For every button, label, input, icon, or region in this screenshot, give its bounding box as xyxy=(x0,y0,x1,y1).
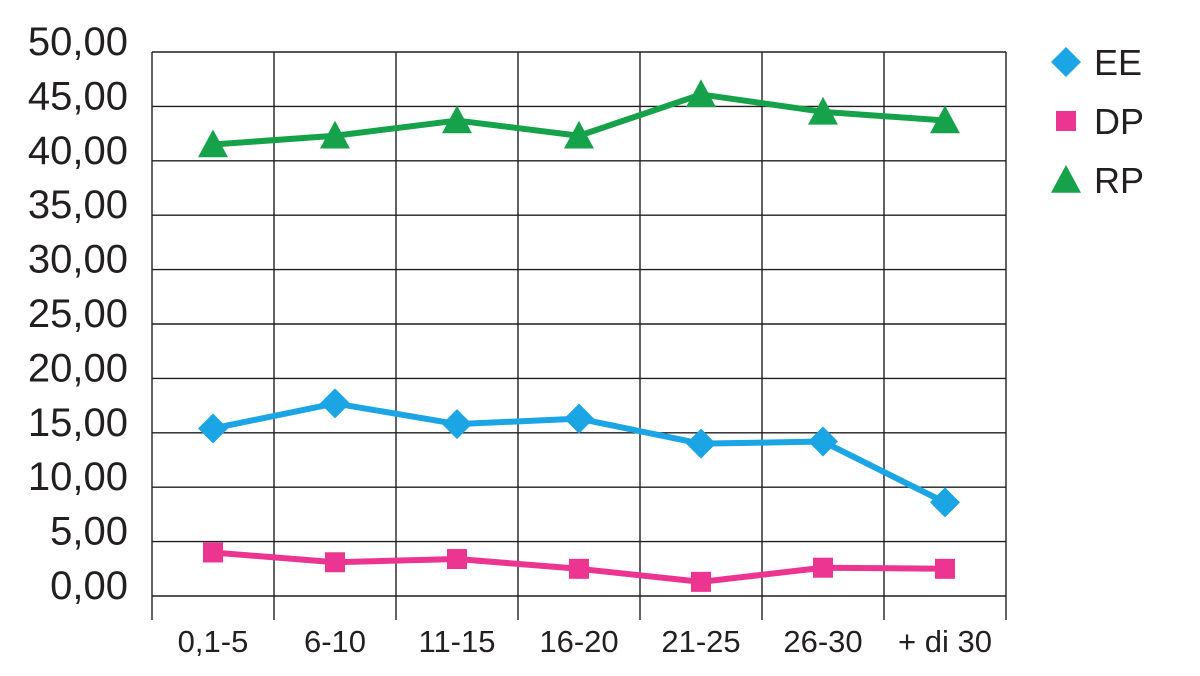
data-point-ee xyxy=(564,403,594,434)
legend-label-rp: RP xyxy=(1094,160,1144,201)
data-point-rp xyxy=(320,120,350,149)
x-tick-label: 21-25 xyxy=(661,624,740,659)
y-tick-label: 40,00 xyxy=(28,129,128,173)
grid xyxy=(151,51,1007,620)
legend-marker-rp xyxy=(1051,165,1081,193)
data-point-rp xyxy=(930,105,960,134)
y-tick-label: 35,00 xyxy=(28,183,128,227)
data-point-ee xyxy=(808,426,838,457)
data-point-rp xyxy=(198,129,228,158)
legend: EE DP RP xyxy=(1051,42,1144,201)
y-tick-label: 30,00 xyxy=(28,238,128,282)
y-tick-label: 25,00 xyxy=(28,292,128,336)
x-tick-label: 26-30 xyxy=(783,624,862,659)
x-axis-ticks: 0,1-5 6-10 11-15 16-20 21-25 26-30 + di 30 xyxy=(178,624,992,659)
y-axis-ticks: 0,00 5,00 10,00 15,00 20,00 25,00 30,00 35,00 40… xyxy=(28,20,128,608)
data-point-dp xyxy=(325,552,345,573)
data-point-dp xyxy=(935,558,955,579)
x-tick-label: 6-10 xyxy=(304,624,366,659)
data-point-dp xyxy=(569,558,589,579)
x-tick-label: 16-20 xyxy=(539,624,618,659)
data-point-dp xyxy=(813,557,833,578)
legend-label-dp: DP xyxy=(1094,101,1144,142)
data-point-ee xyxy=(320,388,350,419)
y-tick-label: 20,00 xyxy=(28,346,128,390)
data-point-rp xyxy=(442,105,472,134)
legend-marker-dp xyxy=(1056,111,1076,131)
series-markers xyxy=(198,79,960,592)
data-point-rp xyxy=(808,96,838,125)
legend-label-ee: EE xyxy=(1094,42,1142,83)
y-tick-label: 45,00 xyxy=(28,74,128,118)
series-lines xyxy=(212,91,947,585)
data-point-rp xyxy=(564,120,594,149)
data-point-ee xyxy=(930,487,960,518)
y-tick-label: 50,00 xyxy=(28,20,128,64)
data-point-ee xyxy=(442,409,472,440)
y-tick-label: 0,00 xyxy=(50,564,128,608)
data-point-rp xyxy=(686,79,716,108)
data-point-ee xyxy=(198,413,228,444)
x-tick-label: + di 30 xyxy=(898,624,992,659)
legend-marker-ee xyxy=(1051,47,1081,77)
data-point-dp xyxy=(691,571,711,592)
y-tick-label: 10,00 xyxy=(28,455,128,499)
data-point-dp xyxy=(447,549,467,570)
y-tick-label: 15,00 xyxy=(28,401,128,445)
data-point-ee xyxy=(686,428,716,459)
x-tick-label: 11-15 xyxy=(419,624,496,659)
y-tick-label: 5,00 xyxy=(50,510,128,554)
data-point-dp xyxy=(203,542,223,563)
x-tick-label: 0,1-5 xyxy=(178,624,249,659)
